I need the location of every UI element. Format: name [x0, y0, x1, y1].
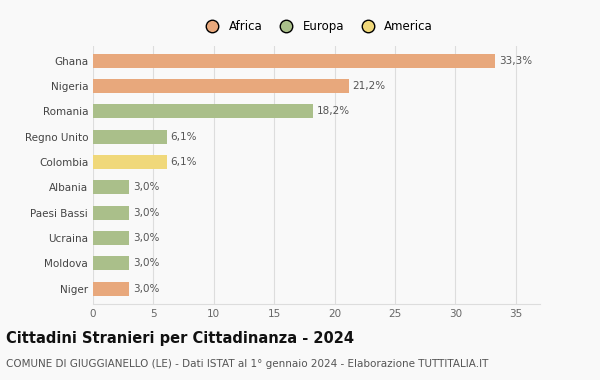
- Bar: [93, 180, 129, 195]
- Bar: [93, 155, 167, 169]
- Text: 21,2%: 21,2%: [353, 81, 386, 91]
- Bar: [93, 206, 129, 220]
- Bar: [93, 130, 167, 144]
- Bar: [93, 231, 129, 245]
- Bar: [93, 282, 129, 296]
- Bar: [93, 79, 349, 93]
- Text: 3,0%: 3,0%: [133, 258, 159, 268]
- Text: 3,0%: 3,0%: [133, 284, 159, 294]
- Legend: Africa, Europa, America: Africa, Europa, America: [198, 18, 435, 36]
- Text: 6,1%: 6,1%: [170, 157, 197, 167]
- Text: 18,2%: 18,2%: [317, 106, 350, 116]
- Text: 3,0%: 3,0%: [133, 208, 159, 218]
- Bar: [93, 105, 313, 119]
- Text: Cittadini Stranieri per Cittadinanza - 2024: Cittadini Stranieri per Cittadinanza - 2…: [6, 331, 354, 345]
- Text: 6,1%: 6,1%: [170, 132, 197, 142]
- Text: 33,3%: 33,3%: [499, 56, 532, 66]
- Text: 3,0%: 3,0%: [133, 182, 159, 192]
- Bar: [93, 256, 129, 271]
- Text: COMUNE DI GIUGGIANELLO (LE) - Dati ISTAT al 1° gennaio 2024 - Elaborazione TUTTI: COMUNE DI GIUGGIANELLO (LE) - Dati ISTAT…: [6, 359, 488, 369]
- Bar: [93, 54, 496, 68]
- Text: 3,0%: 3,0%: [133, 233, 159, 243]
